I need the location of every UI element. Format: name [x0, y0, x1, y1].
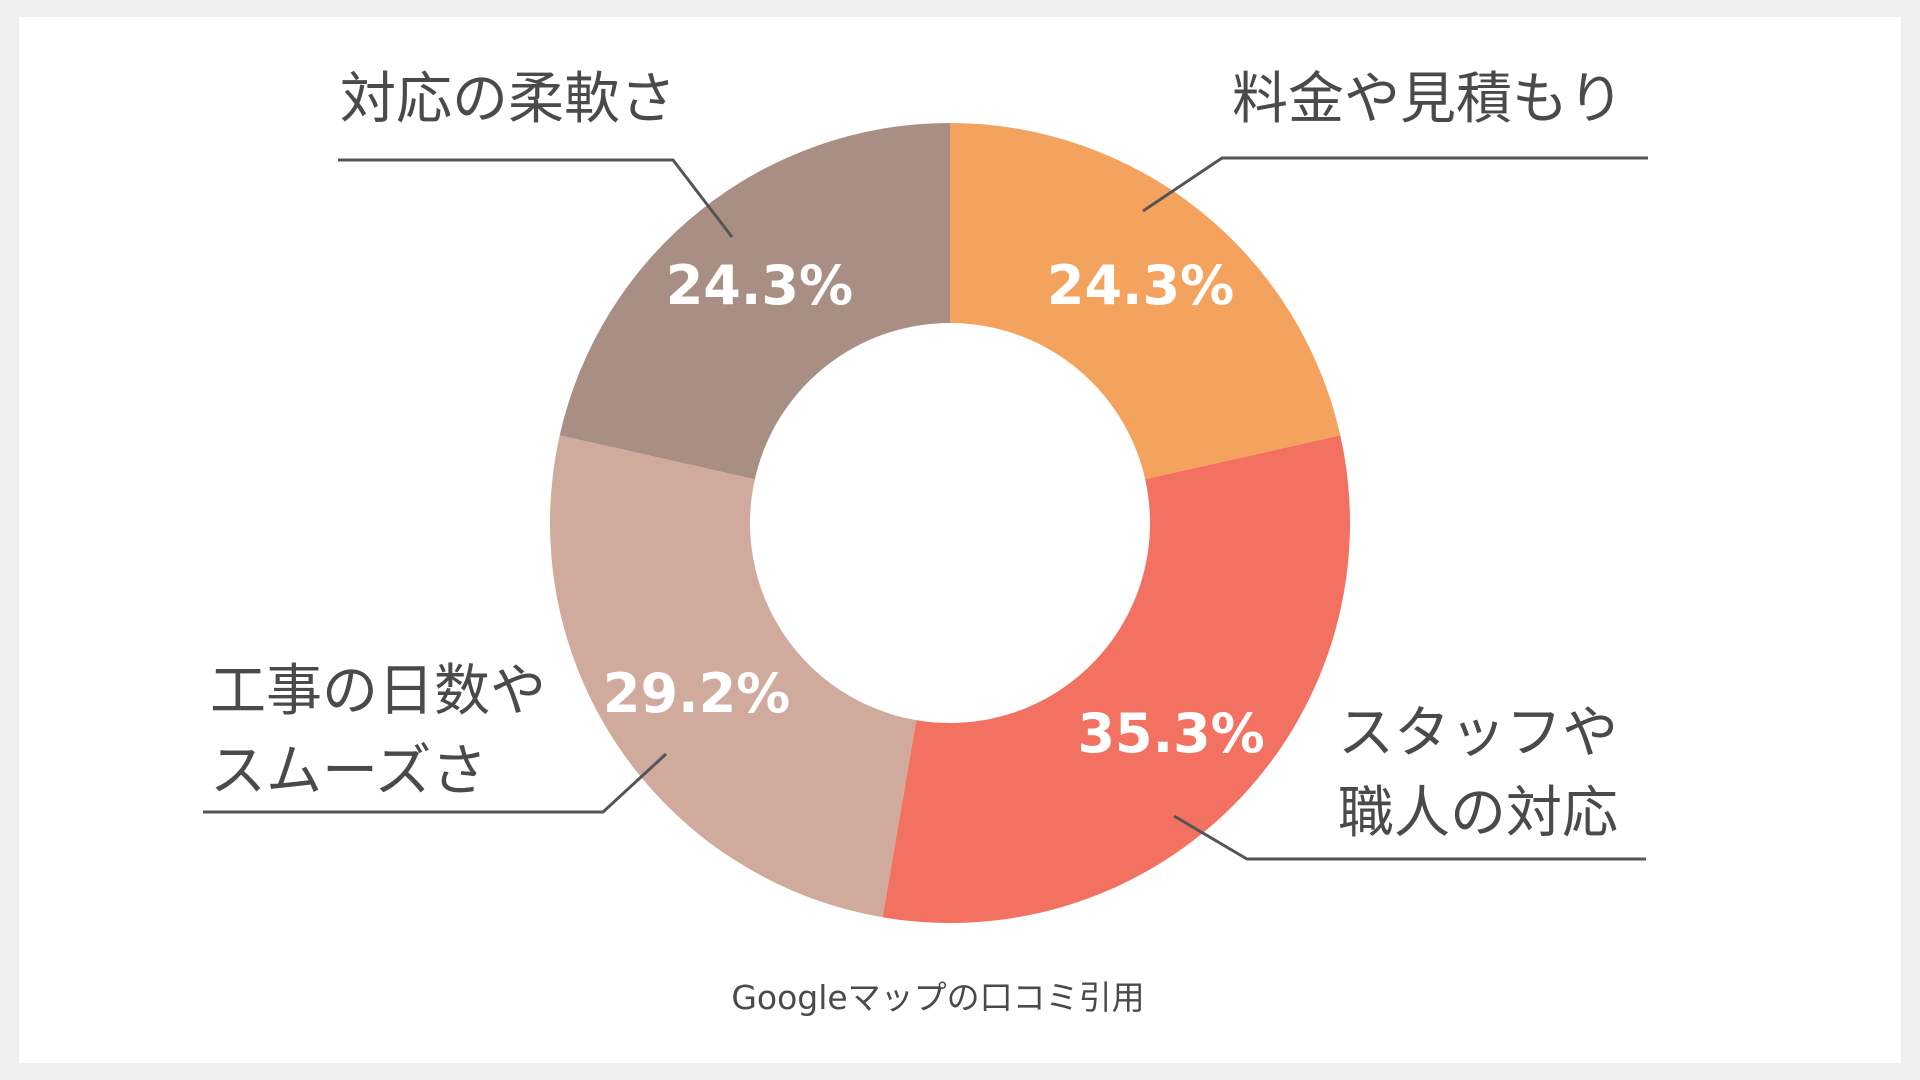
leader-line-flexibility [338, 158, 734, 238]
value-label-price-estimate: 24.3% [1047, 254, 1234, 317]
source-caption: Googleマップの口コミ引用 [731, 978, 1144, 1017]
slices-group [549, 123, 1350, 923]
slice-construction-days [549, 435, 917, 918]
value-label-construction-days: 29.2% [603, 662, 790, 725]
category-label-staff-craftsman-line1: スタッフや [1338, 701, 1618, 766]
leader-lines-group [203, 156, 1648, 861]
category-label-construction-days-line2: スムーズさ [210, 739, 487, 804]
category-label-price-estimate: 料金や見積もり [1232, 67, 1624, 132]
category-label-flexibility: 対応の柔軟さ [340, 67, 676, 132]
value-label-flexibility: 24.3% [666, 254, 853, 317]
value-label-staff-craftsman: 35.3% [1077, 702, 1264, 765]
slice-price-estimate [950, 123, 1341, 480]
slice-staff-craftsman [882, 435, 1350, 923]
leader-line-staff-craftsman [1173, 814, 1646, 861]
leader-line-construction-days [203, 752, 668, 814]
leader-line-price-estimate [1142, 156, 1648, 213]
category-label-construction-days-line1: 工事の日数や [210, 659, 546, 724]
category-label-staff-craftsman-line2: 職人の対応 [1338, 781, 1618, 846]
slice-flexibility [559, 123, 950, 480]
